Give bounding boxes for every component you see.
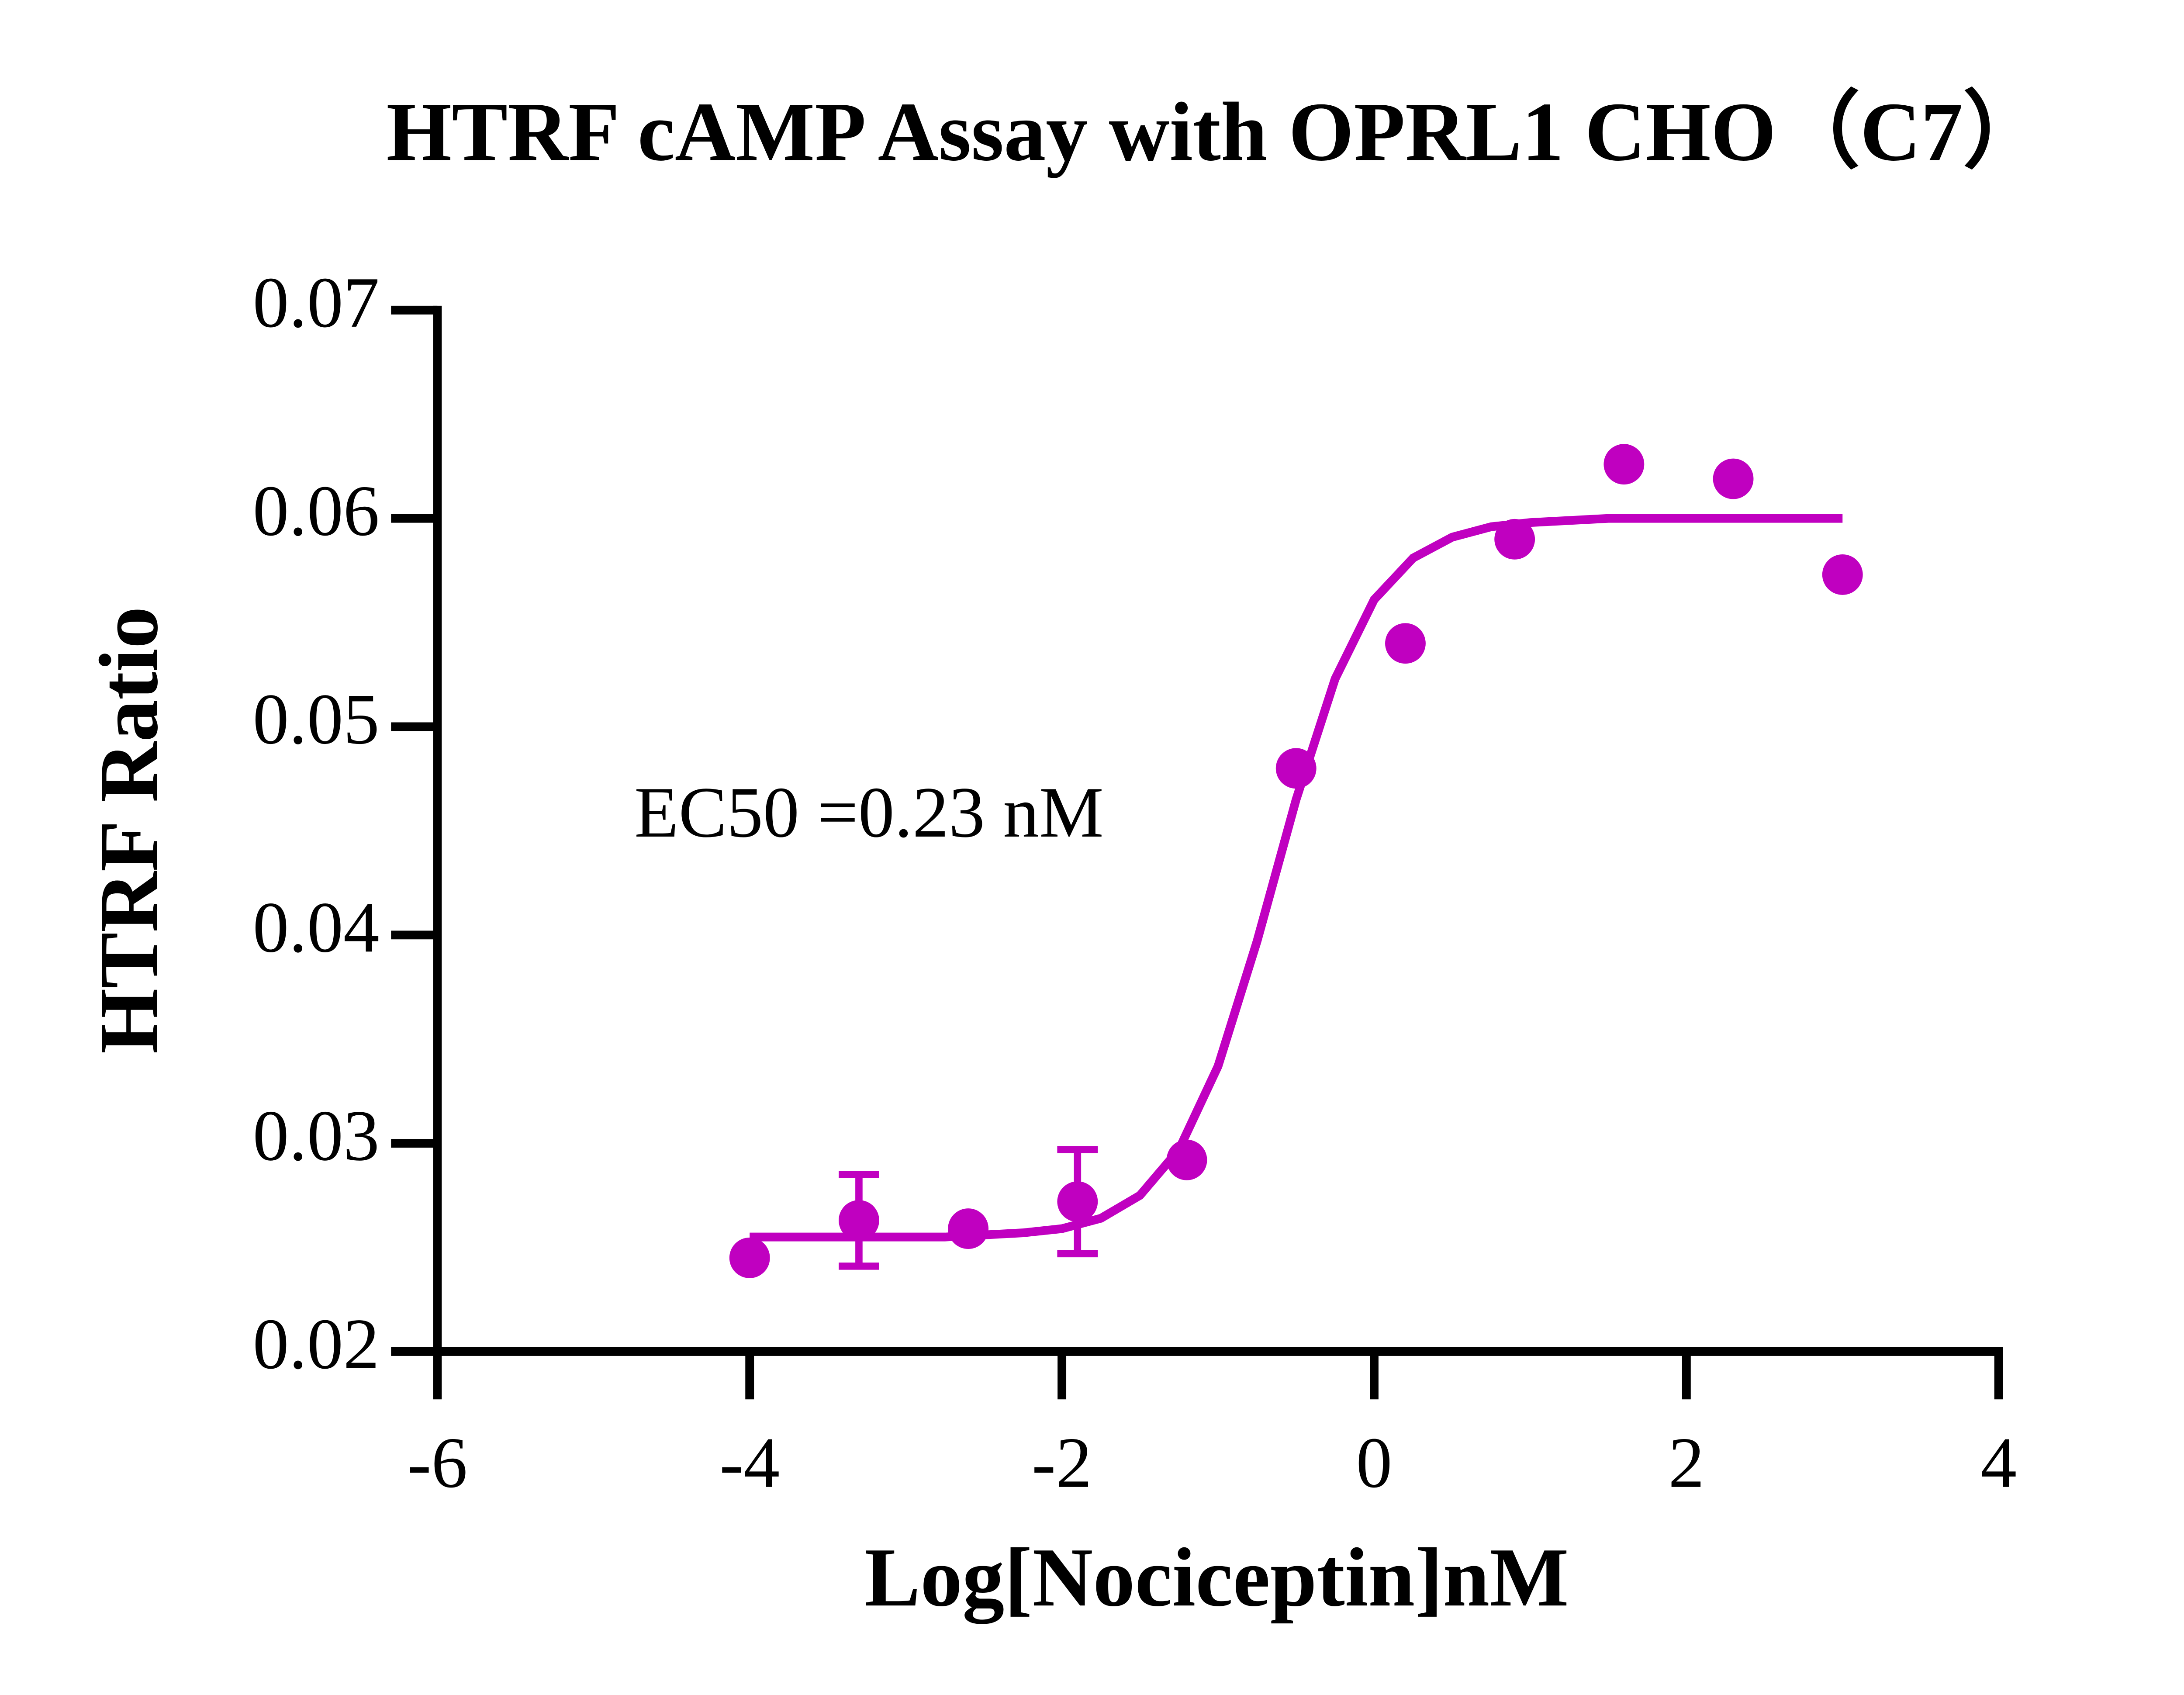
x-tick-label: 2 bbox=[1668, 1422, 1704, 1503]
x-tick-label: -6 bbox=[407, 1422, 467, 1503]
data-point bbox=[948, 1208, 989, 1249]
y-tick-label: 0.03 bbox=[253, 1095, 380, 1176]
y-tick-label: 0.07 bbox=[253, 262, 380, 342]
data-point bbox=[1385, 623, 1426, 664]
annotation: EC50 =0.23 nM bbox=[634, 772, 1103, 852]
fit-curve bbox=[750, 514, 1843, 1242]
y-tick-label: 0.06 bbox=[253, 470, 380, 551]
chart-title: HTRF cAMP Assay with OPRL1 CHO（C7） bbox=[386, 85, 2046, 178]
data-point bbox=[1822, 554, 1863, 595]
data-point bbox=[1603, 444, 1645, 485]
data-point bbox=[1057, 1181, 1098, 1222]
x-tick-label: 4 bbox=[1980, 1422, 2017, 1503]
x-tick-label: 0 bbox=[1356, 1422, 1393, 1503]
y-tick-label: 0.05 bbox=[253, 679, 380, 759]
data-point bbox=[1713, 458, 1754, 499]
y-tick-label: 0.04 bbox=[253, 887, 380, 967]
y-tick-label: 0.02 bbox=[253, 1304, 380, 1384]
x-tick-label: -4 bbox=[719, 1422, 780, 1503]
x-tick-label: -2 bbox=[1032, 1422, 1092, 1503]
x-axis-label: Log[Nociceptin]nM bbox=[864, 1531, 1569, 1624]
data-point bbox=[839, 1200, 879, 1241]
y-axis-label: HTRF Ratio bbox=[82, 606, 175, 1054]
data-point bbox=[729, 1237, 770, 1278]
